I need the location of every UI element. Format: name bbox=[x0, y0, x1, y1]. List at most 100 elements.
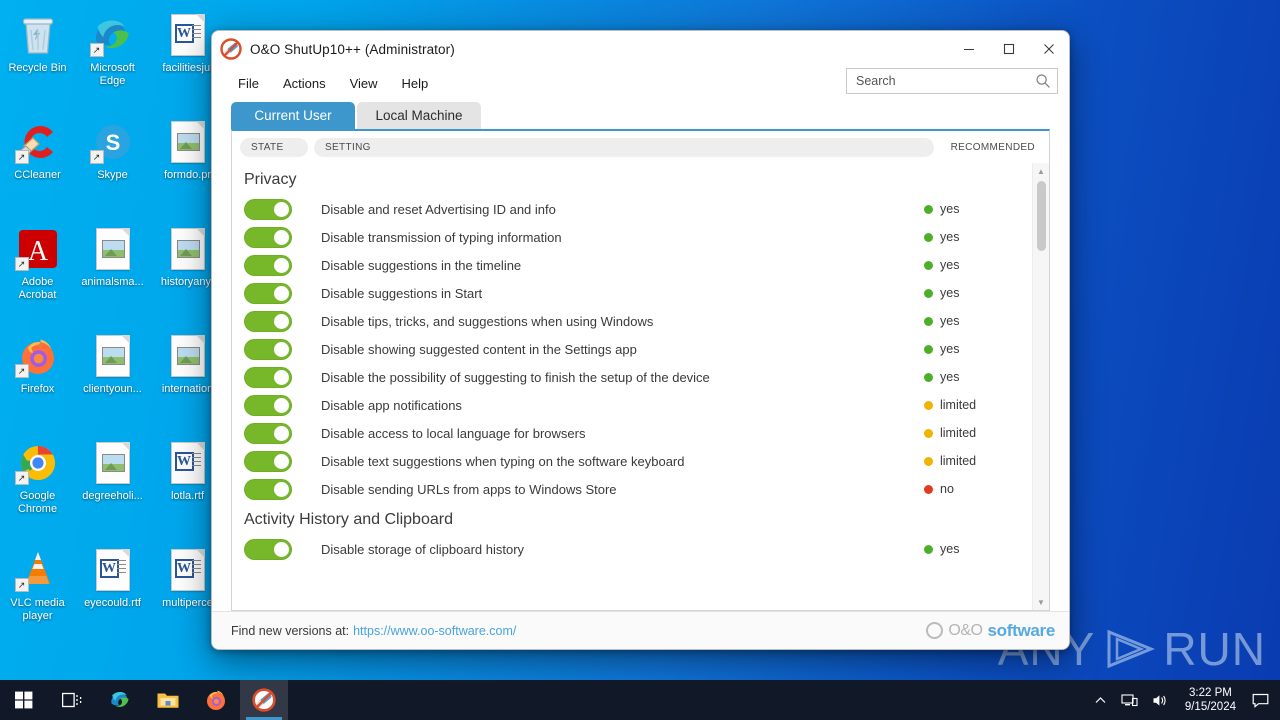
setting-label: Disable and reset Advertising ID and inf… bbox=[321, 201, 556, 217]
shortcut-arrow-icon: ↗ bbox=[14, 364, 29, 378]
setting-toggle[interactable] bbox=[244, 394, 292, 416]
taskbar-shutup10-icon[interactable] bbox=[240, 680, 288, 720]
setting-toggle[interactable] bbox=[244, 366, 292, 388]
toggle-knob bbox=[274, 425, 289, 441]
desktop-icon-skype[interactable]: S ↗ Skype bbox=[75, 111, 150, 218]
setting-row[interactable]: Disable showing suggested content in the… bbox=[232, 335, 1032, 363]
close-button[interactable] bbox=[1029, 31, 1069, 67]
taskbar-file-explorer-icon[interactable] bbox=[144, 680, 192, 720]
recommended-cell: limited bbox=[924, 426, 1032, 440]
vertical-scrollbar[interactable]: ▲ ▼ bbox=[1032, 163, 1049, 610]
clock-date: 9/15/2024 bbox=[1184, 701, 1236, 713]
setting-toggle[interactable] bbox=[244, 450, 292, 472]
tab-local-machine[interactable]: Local Machine bbox=[357, 102, 481, 129]
setting-toggle[interactable] bbox=[244, 198, 292, 220]
desktop-icon-vlc-media-player[interactable]: ↗ VLC media player bbox=[0, 539, 75, 646]
setting-toggle[interactable] bbox=[244, 310, 292, 332]
taskbar[interactable]: 3:22 PM 9/15/2024 bbox=[0, 680, 1280, 720]
desktop-icon-recycle-bin[interactable]: Recycle Bin bbox=[0, 4, 75, 111]
taskbar-microsoft-edge-icon[interactable] bbox=[96, 680, 144, 720]
setting-label: Disable transmission of typing informati… bbox=[321, 229, 562, 245]
image-document-icon bbox=[165, 333, 211, 379]
word-document-icon: W bbox=[165, 12, 211, 58]
desktop-icon-label: VLC media player bbox=[10, 597, 65, 622]
setting-toggle[interactable] bbox=[244, 254, 292, 276]
setting-label: Disable suggestions in Start bbox=[321, 285, 483, 301]
setting-toggle[interactable] bbox=[244, 338, 292, 360]
recommended-label: yes bbox=[940, 542, 960, 556]
taskbar-firefox-icon[interactable] bbox=[192, 680, 240, 720]
setting-row[interactable]: Disable text suggestions when typing on … bbox=[232, 447, 1032, 475]
tab-current-user[interactable]: Current User bbox=[231, 102, 355, 129]
desktop-icon-ccleaner[interactable]: ↗ CCleaner bbox=[0, 111, 75, 218]
desktop-icon-microsoft-edge[interactable]: ↗ Microsoft Edge bbox=[75, 4, 150, 111]
setting-row[interactable]: Disable and reset Advertising ID and inf… bbox=[232, 195, 1032, 223]
desktop-icon-firefox[interactable]: ↗ Firefox bbox=[0, 325, 75, 432]
desktop-icon-animalsma[interactable]: animalsma... bbox=[75, 218, 150, 325]
system-tray: 3:22 PM 9/15/2024 bbox=[1087, 680, 1280, 720]
scrollbar-thumb[interactable] bbox=[1037, 181, 1046, 251]
search-box[interactable] bbox=[846, 68, 1058, 94]
recommended-status-dot bbox=[924, 484, 933, 494]
setting-row[interactable]: Disable app notifications limited bbox=[232, 391, 1032, 419]
recommended-label: yes bbox=[940, 342, 960, 356]
recommended-cell: yes bbox=[924, 258, 1032, 272]
desktop-icon-adobe-acrobat[interactable]: A ↗ Adobe Acrobat bbox=[0, 218, 75, 325]
action-center-icon[interactable] bbox=[1245, 680, 1276, 720]
desktop-icon-historyanyt[interactable]: historyanyt bbox=[150, 218, 225, 325]
desktop-icon-label: internation bbox=[161, 383, 214, 395]
setting-toggle[interactable] bbox=[244, 226, 292, 248]
desktop-icon-internation[interactable]: internation bbox=[150, 325, 225, 432]
clock[interactable]: 3:22 PM 9/15/2024 bbox=[1176, 680, 1245, 720]
desktop-icon-formdo-pr[interactable]: formdo.pr bbox=[150, 111, 225, 218]
setting-row[interactable]: Disable suggestions in Start yes bbox=[232, 279, 1032, 307]
desktop-icon-clientyoun[interactable]: clientyoun... bbox=[75, 325, 150, 432]
menu-help[interactable]: Help bbox=[401, 75, 429, 91]
task-view-button[interactable] bbox=[48, 680, 96, 720]
menu-file[interactable]: File bbox=[238, 75, 259, 91]
recommended-status-dot bbox=[924, 204, 933, 214]
show-hidden-icons-chevron-up-icon[interactable] bbox=[1087, 680, 1114, 720]
desktop-icon-google-chrome[interactable]: ↗ Google Chrome bbox=[0, 432, 75, 539]
setting-row[interactable]: Disable tips, tricks, and suggestions wh… bbox=[232, 307, 1032, 335]
setting-row[interactable]: Disable sending URLs from apps to Window… bbox=[232, 475, 1032, 503]
window-titlebar[interactable]: O&O ShutUp10++ (Administrator) bbox=[212, 31, 1069, 67]
oo-software-link[interactable]: https://www.oo-software.com/ bbox=[353, 623, 517, 638]
shortcut-arrow-icon: ↗ bbox=[89, 150, 104, 164]
settings-scroll-region[interactable]: Privacy Disable and reset Advertising ID … bbox=[232, 163, 1032, 610]
start-button[interactable] bbox=[0, 680, 48, 720]
setting-toggle[interactable] bbox=[244, 422, 292, 444]
menu-view[interactable]: View bbox=[349, 75, 378, 91]
shutup10-window[interactable]: O&O ShutUp10++ (Administrator) File Acti… bbox=[211, 30, 1070, 650]
footer-text: Find new versions at: bbox=[231, 623, 350, 638]
minimize-button[interactable] bbox=[949, 31, 989, 67]
setting-row[interactable]: Disable the possibility of suggesting to… bbox=[232, 363, 1032, 391]
maximize-button[interactable] bbox=[989, 31, 1029, 67]
recommended-label: no bbox=[940, 482, 954, 496]
setting-toggle[interactable] bbox=[244, 282, 292, 304]
desktop-icon-degreeholi[interactable]: degreeholi... bbox=[75, 432, 150, 539]
setting-toggle[interactable] bbox=[244, 538, 292, 560]
setting-toggle[interactable] bbox=[244, 478, 292, 500]
setting-row[interactable]: Disable access to local language for bro… bbox=[232, 419, 1032, 447]
vlc-media-player-icon: ↗ bbox=[14, 547, 61, 593]
search-icon[interactable] bbox=[1035, 73, 1051, 89]
setting-row[interactable]: Disable suggestions in the timeline yes bbox=[232, 251, 1032, 279]
setting-row[interactable]: Disable storage of clipboard history yes bbox=[232, 535, 1032, 563]
scroll-down-arrow-icon[interactable]: ▼ bbox=[1037, 597, 1045, 607]
toggle-knob bbox=[274, 397, 289, 413]
scroll-up-arrow-icon[interactable]: ▲ bbox=[1037, 166, 1045, 176]
search-input[interactable] bbox=[856, 74, 1035, 88]
network-icon[interactable] bbox=[1114, 680, 1145, 720]
menu-actions[interactable]: Actions bbox=[282, 75, 326, 91]
volume-icon[interactable] bbox=[1145, 680, 1176, 720]
setting-row[interactable]: Disable transmission of typing informati… bbox=[232, 223, 1032, 251]
firefox-icon: ↗ bbox=[14, 333, 61, 379]
recommended-status-dot bbox=[924, 456, 933, 466]
